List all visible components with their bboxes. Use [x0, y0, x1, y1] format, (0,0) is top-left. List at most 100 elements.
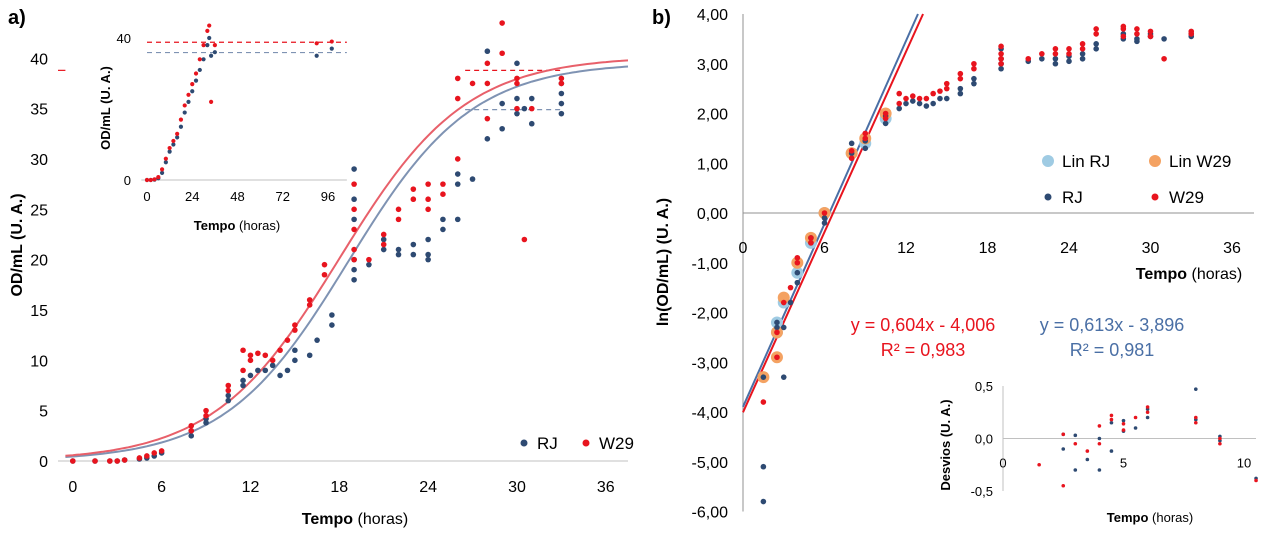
b-point-w29 — [1066, 46, 1072, 52]
point-w29 — [395, 216, 402, 223]
b-point-w29 — [1066, 51, 1072, 57]
y-tick-label: 20 — [30, 253, 48, 270]
inset-point-rj — [201, 57, 206, 62]
b-point-w29 — [882, 115, 889, 122]
b-point-w29 — [808, 240, 814, 246]
point-w29 — [188, 427, 195, 434]
point-w29 — [203, 407, 209, 414]
b-inset-point-rj — [1073, 433, 1078, 438]
inset-point-w29 — [209, 99, 214, 104]
b-point-w29 — [862, 130, 869, 137]
point-rj — [395, 251, 402, 258]
point-w29 — [144, 453, 150, 459]
point-w29 — [454, 95, 461, 102]
x-tick-label: 0 — [68, 479, 77, 496]
b-point-w29 — [1134, 26, 1140, 32]
b-point-rj — [971, 75, 977, 82]
inset-x-tick-label: 48 — [230, 189, 244, 204]
point-w29 — [306, 297, 313, 303]
point-rj — [351, 266, 357, 273]
point-rj — [366, 261, 372, 268]
point-w29 — [521, 236, 528, 243]
model-curve-w29 — [65, 59, 629, 457]
model-curve-rj — [65, 65, 629, 458]
inset-point-rj — [159, 170, 165, 175]
point-rj — [240, 377, 246, 384]
inset-point-w29 — [163, 156, 168, 161]
point-w29 — [514, 75, 520, 82]
inset-point-w29 — [212, 43, 217, 48]
b-point-rj — [1079, 51, 1086, 57]
point-rj — [514, 60, 520, 67]
point-w29 — [225, 382, 232, 389]
b-inset-point-w29 — [1194, 420, 1198, 425]
b-point-w29 — [971, 65, 977, 72]
point-rj — [484, 136, 491, 142]
point-w29 — [107, 458, 113, 464]
lin-point-w29 — [777, 291, 790, 304]
b-point-rj — [1052, 55, 1059, 62]
point-w29 — [440, 191, 446, 197]
b-inset-point-w29 — [1073, 441, 1078, 446]
b-point-w29 — [971, 60, 977, 67]
b-point-rj — [957, 85, 964, 92]
point-w29 — [395, 206, 402, 213]
b-inset-point-rj — [1097, 436, 1102, 441]
point-w29 — [380, 241, 387, 248]
b-inset-y-tick-label: 0,5 — [975, 379, 993, 394]
b-point-rj — [774, 319, 780, 326]
point-rj — [255, 367, 261, 374]
b-point-rj — [896, 105, 903, 112]
point-w29 — [558, 80, 565, 87]
point-rj — [410, 241, 417, 248]
inset-point-w29 — [329, 39, 334, 44]
panel-a-inset: 0 40 0 24 48 72 96 Tempo (horas) OD/mL (U. A.) — [98, 23, 347, 233]
point-rj — [484, 48, 491, 55]
b-point-rj — [1093, 46, 1099, 52]
b-point-rj — [1161, 36, 1167, 42]
panel-label-a: a) — [8, 7, 26, 29]
inset-point-w29 — [167, 145, 172, 151]
fit-equation-rj: y = 0,613x - 3,896 — [1040, 315, 1185, 335]
b-point-w29 — [957, 75, 964, 82]
b-point-rj — [937, 95, 943, 102]
inset-point-w29 — [190, 82, 195, 87]
b-x-tick-label: 12 — [897, 240, 915, 257]
b-point-w29 — [930, 90, 936, 97]
b-point-rj — [1039, 55, 1045, 62]
inset-point-w29 — [193, 71, 199, 76]
point-w29 — [114, 458, 121, 464]
point-w29 — [240, 367, 246, 374]
inset-point-w29 — [207, 23, 212, 28]
point-w29 — [514, 80, 520, 87]
inset-y-tick-label: 0 — [124, 173, 131, 188]
b-inset-y-tick-label: 0,0 — [975, 432, 993, 447]
b-point-rj — [780, 374, 787, 380]
inset-point-rj — [205, 43, 210, 48]
point-rj — [269, 362, 276, 369]
b-point-w29 — [848, 155, 855, 162]
b-point-w29 — [998, 51, 1004, 57]
b-point-w29 — [1188, 28, 1195, 35]
point-w29 — [425, 206, 431, 213]
point-rj — [188, 433, 195, 439]
b-inset-point-w29 — [1218, 436, 1222, 441]
b-x-tick-label: 0 — [739, 240, 748, 257]
point-rj — [351, 196, 357, 203]
b-point-w29 — [774, 329, 780, 336]
point-rj — [558, 100, 565, 107]
b-x-tick-label: 36 — [1223, 240, 1241, 257]
point-rj — [380, 246, 387, 253]
b-inset-x-axis-title: Tempo (horas) — [1107, 510, 1193, 525]
b-point-w29 — [896, 100, 903, 107]
point-w29 — [351, 181, 357, 187]
b-inset-point-w29 — [1145, 405, 1150, 409]
fit-r2-rj: R² = 0,981 — [1070, 340, 1155, 360]
y-tick-label: 30 — [30, 152, 48, 169]
y-axis-title: OD/mL (U. A.) — [9, 193, 26, 296]
b-point-rj — [794, 279, 801, 286]
b-point-rj — [943, 95, 950, 102]
b-x-tick-label: 18 — [979, 240, 997, 257]
point-w29 — [366, 256, 372, 263]
b-inset-point-rj — [1133, 426, 1138, 430]
